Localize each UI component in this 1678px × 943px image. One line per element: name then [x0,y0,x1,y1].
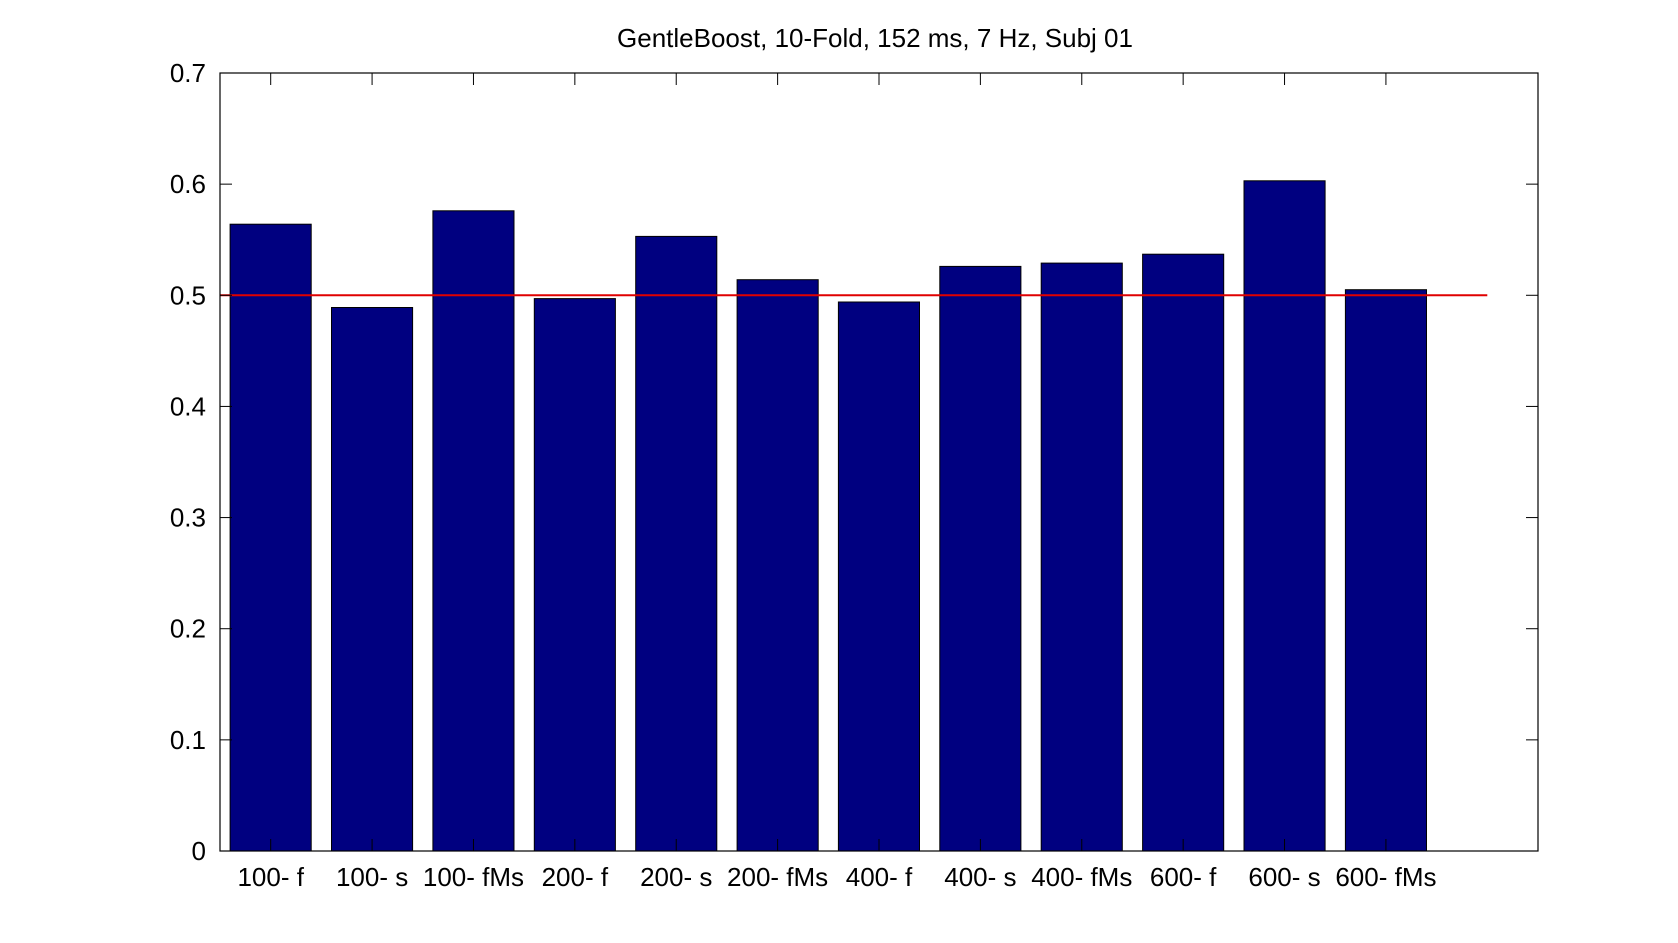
y-tick-label: 0.1 [170,725,206,755]
axes-layer: 0 0.1 0.2 0.3 0.4 0.5 0.6 0.7 100- f 100- s 100- f… [170,58,1539,892]
x-tick-label: 400- f [846,862,913,892]
y-tick-label: 0 [192,836,206,866]
x-tick-label: 100- s [336,862,408,892]
x-tick-label: 600- s [1248,862,1320,892]
bar-5 [635,235,718,852]
bar-2 [331,307,414,852]
bar-10 [1142,253,1225,852]
bar-1 [229,223,312,852]
y-tick-label: 0.6 [170,169,206,199]
bar-4 [533,298,616,852]
bars-layer [229,180,1428,852]
x-tick-label: 200- s [640,862,712,892]
y-tick-label: 0.7 [170,58,206,88]
x-tick-label: 100- f [237,862,304,892]
bar-9 [1040,262,1123,852]
bar-6 [736,279,819,852]
x-tick-label: 200- fMs [727,862,828,892]
y-tick-label: 0.3 [170,503,206,533]
x-tick-label: 400- fMs [1031,862,1132,892]
x-tick-label: 200- f [542,862,609,892]
bar-11 [1243,180,1326,852]
x-tick-label: 400- s [944,862,1016,892]
y-tick-label: 0.5 [170,280,206,310]
bar-12 [1344,289,1428,852]
y-tick-label: 0.4 [170,391,206,421]
bar-7 [837,301,921,852]
bar-3 [432,210,515,852]
x-tick-label: 600- f [1150,862,1217,892]
chart-title: GentleBoost, 10-Fold, 152 ms, 7 Hz, Subj… [617,23,1133,53]
x-tick-label: 100- fMs [423,862,524,892]
x-tick-label: 600- fMs [1335,862,1436,892]
bar-8 [939,265,1022,852]
y-tick-label: 0.2 [170,614,206,644]
